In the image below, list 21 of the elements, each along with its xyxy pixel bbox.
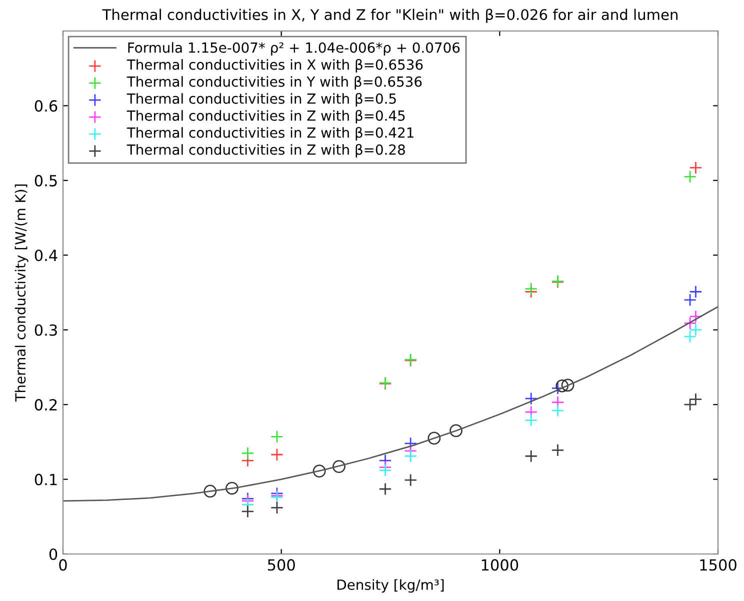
legend-label: Thermal conductivities in X with β=0.6536 xyxy=(126,59,423,73)
legend-label: Thermal conductivities in Z with β=0.421 xyxy=(126,127,414,141)
y-tick-label: 0.1 xyxy=(34,474,57,486)
x-axis-title: Density [kg/m³] xyxy=(338,579,444,593)
y-tick-label: 0 xyxy=(49,548,58,560)
y-tick-label: 0.3 xyxy=(34,324,57,336)
y-tick-label: 0.2 xyxy=(34,399,57,411)
x-tick-label: 1500 xyxy=(700,559,736,571)
legend-label: Thermal conductivities in Y with β=0.6536 xyxy=(126,76,422,90)
x-tick-label: 0 xyxy=(59,559,67,571)
chart-title: Thermal conductivities in X, Y and Z for "Klein" with β=0.026 for air and lumen xyxy=(102,8,678,23)
legend-label: Thermal conductivities in Z with β=0.28 xyxy=(126,144,405,158)
y-axis-title: Thermal conductivity [W/(m K)] xyxy=(14,184,28,402)
y-tick-label: 0.6 xyxy=(34,100,58,112)
y-tick-label: 0.4 xyxy=(34,250,58,262)
legend-label: Formula 1.15e-007* ρ² + 1.04e-006*ρ + 0.0706 xyxy=(128,42,460,56)
x-tick-label: 500 xyxy=(268,559,295,571)
legend-label: Thermal conductivities in Z with β=0.5 xyxy=(126,93,396,107)
y-tick-label: 0.5 xyxy=(34,174,57,186)
x-tick-label: 1000 xyxy=(482,559,518,571)
legend-label: Thermal conductivities in Z with β=0.45 xyxy=(126,110,405,124)
